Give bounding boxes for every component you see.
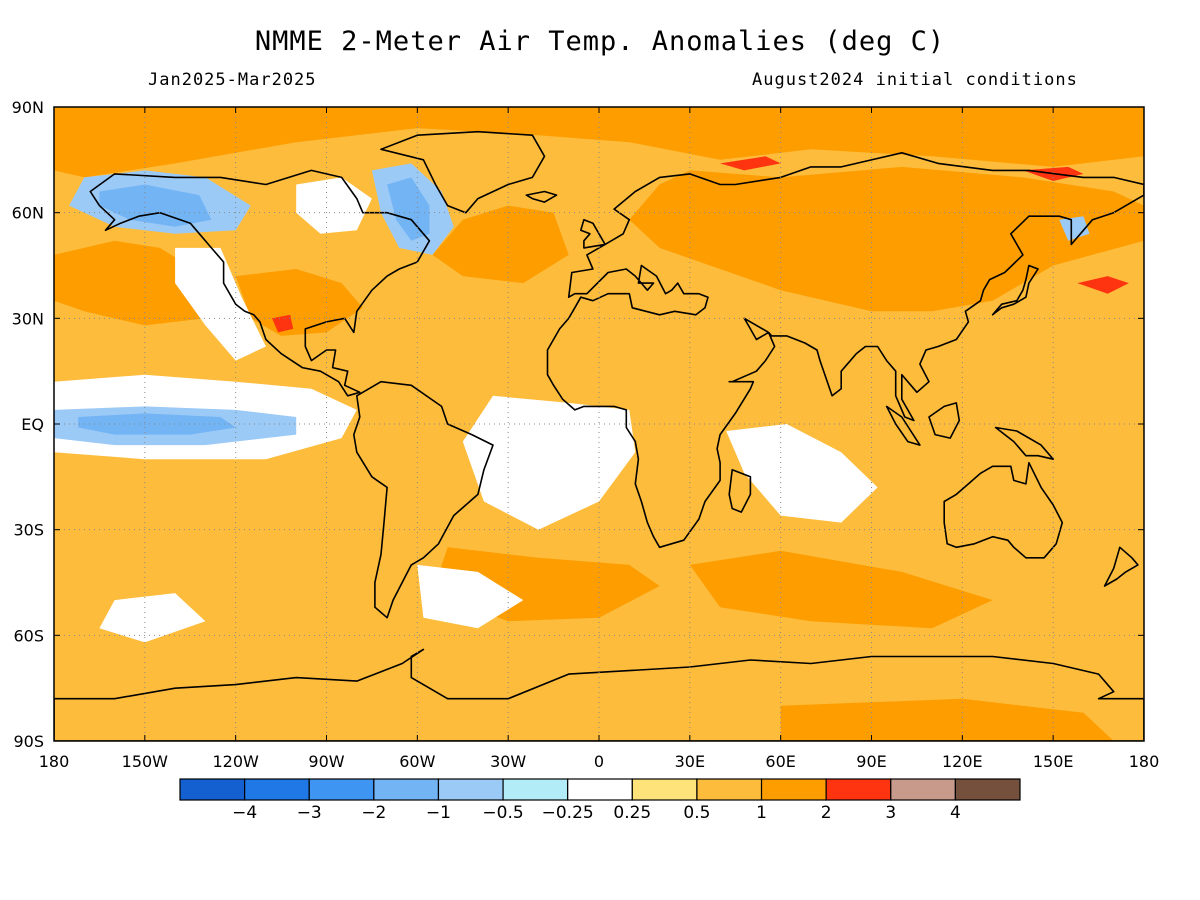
forecast-period: Jan2025-Mar2025 — [148, 70, 317, 90]
anomaly-sw-atlantic-white — [417, 564, 524, 629]
coastline-uk — [579, 218, 606, 249]
anomaly-kamchatka-cool — [1059, 216, 1090, 241]
colorbar-swatch — [373, 778, 440, 801]
colorbar-label: 2 — [821, 803, 832, 823]
coastline-sumatra — [885, 405, 921, 446]
coastline-japan — [991, 264, 1039, 316]
colorbar-swatch — [502, 778, 569, 801]
lon-label: 150E — [1033, 752, 1074, 771]
anomaly-north-atlantic-warm — [432, 205, 569, 284]
anomaly-alaska-cool-core — [99, 184, 212, 227]
lat-label: 90S — [13, 732, 44, 751]
lon-label: 120E — [942, 752, 983, 771]
coastline-australia — [943, 461, 1064, 559]
colorbar-swatch — [696, 778, 763, 801]
anomaly-labrador-cool-core — [387, 177, 430, 241]
lat-label: 60N — [12, 204, 44, 223]
lon-label: 30W — [490, 752, 526, 771]
anomaly-tropical-atlantic-white — [462, 395, 636, 530]
anomaly-usa-warm — [235, 269, 363, 336]
colorbar-label: −3 — [297, 803, 322, 823]
colorbar-label: 3 — [885, 803, 896, 823]
colorbar-swatch — [567, 778, 633, 801]
lat-label: 90N — [12, 98, 44, 117]
anomaly-nw-pacific-red — [1077, 276, 1129, 294]
lon-label: 120W — [212, 752, 259, 771]
colorbar-swatch — [437, 778, 504, 801]
colorbar-label: 0.5 — [683, 803, 710, 823]
coastline-south-america — [352, 380, 494, 619]
anomaly-barents-red — [720, 156, 781, 171]
lat-label: EQ — [21, 415, 44, 434]
colorbar-swatch — [890, 778, 956, 801]
lat-label: 30N — [12, 309, 44, 328]
lon-label: 30E — [675, 752, 705, 771]
coastline-new-guinea — [994, 426, 1054, 461]
anomaly-north-pacific-warm — [54, 240, 206, 326]
anomaly-eurasia-warm — [629, 166, 1144, 312]
colorbar-swatch — [244, 778, 310, 801]
colorbar-label: −0.5 — [482, 803, 523, 823]
coastline-madagascar — [728, 468, 752, 513]
lon-label: 150W — [122, 752, 169, 771]
anomaly-hudson-white — [296, 177, 372, 234]
colorbar-swatch — [308, 778, 375, 801]
lon-label: 90W — [308, 752, 344, 771]
anomaly-mexico-red — [272, 314, 294, 333]
colorbar-label: −2 — [361, 803, 386, 823]
coastline-eurasia-africa — [546, 152, 1144, 549]
lon-label: 60W — [399, 752, 435, 771]
coastline-iceland — [525, 190, 558, 203]
anomaly-arctic-ocean-warm — [54, 107, 1144, 178]
lon-label: 0 — [594, 752, 604, 771]
colorbar-label: −1 — [426, 803, 451, 823]
lon-label: 180 — [1129, 752, 1160, 771]
anomaly-equatorial-pacific-cool-core — [78, 413, 236, 435]
map-title: NMME 2-Meter Air Temp. Anomalies (deg C) — [254, 26, 946, 57]
lon-label: 180 — [39, 752, 70, 771]
colorbar-swatch — [760, 778, 827, 801]
anomaly-southern-ocean-warm-indian — [689, 550, 993, 629]
anomaly-indian-ocean-white — [726, 424, 878, 523]
colorbar-swatch — [825, 778, 892, 801]
colorbar-label: −4 — [232, 803, 257, 823]
colorbar-swatch — [631, 778, 698, 801]
anomaly-south-pacific-white — [99, 593, 206, 643]
colorbar-label: 0.25 — [613, 803, 651, 823]
colorbar-swatch — [954, 778, 1021, 801]
colorbar-label: 1 — [756, 803, 767, 823]
colorbar-label: −0.25 — [542, 803, 594, 823]
coastline-borneo — [928, 402, 961, 439]
colorbar-label: 4 — [950, 803, 961, 823]
lon-label: 90E — [856, 752, 886, 771]
lon-label: 60E — [765, 752, 795, 771]
anomaly-antarctic-warm — [780, 698, 1114, 741]
lat-label: 60S — [13, 626, 44, 645]
colorbar-swatch — [179, 778, 246, 801]
coastline-greenland — [380, 130, 546, 214]
initial-conditions: August2024 initial conditions — [752, 70, 1078, 90]
coastline-new-zealand — [1103, 546, 1139, 587]
anomaly-pacific-west-coast-white — [175, 247, 266, 361]
coastline-north-america — [89, 169, 431, 397]
coastline-antarctica — [54, 648, 1144, 741]
lat-label: 30S — [13, 521, 44, 540]
